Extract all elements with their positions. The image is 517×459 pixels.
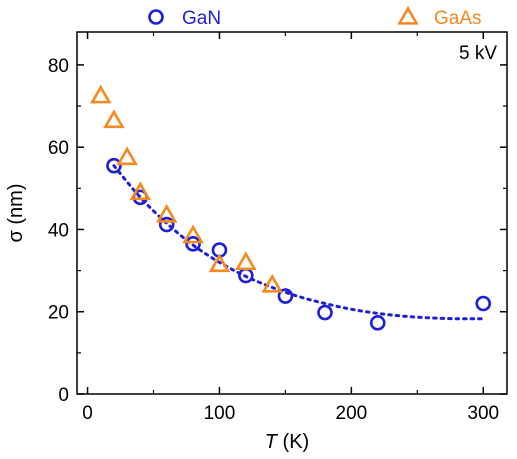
- voltage-annotation: 5 kV: [459, 43, 497, 64]
- gan-point: [371, 316, 384, 329]
- legend-label-gaas: GaAs: [434, 8, 482, 29]
- series-gan: [107, 159, 489, 329]
- y-tick-label: 20: [48, 303, 69, 324]
- data-marks: [92, 87, 490, 329]
- gaas-point: [105, 112, 122, 127]
- legend-label-gan: GaN: [182, 8, 221, 29]
- y-axis-label: σ (nm): [5, 183, 27, 242]
- x-axis-label-unit: (K): [277, 431, 309, 453]
- fit-curve-layer: [114, 166, 483, 319]
- series-gaas: [92, 87, 280, 291]
- fit-curve: [114, 166, 483, 319]
- gaas-point: [237, 254, 254, 269]
- x-tick-label: 300: [467, 403, 499, 424]
- gaas-point: [185, 227, 202, 242]
- x-tick-label: 200: [336, 403, 368, 424]
- y-tick-label: 80: [48, 56, 69, 77]
- gan-point: [160, 218, 173, 231]
- y-tick-label: 40: [48, 220, 69, 241]
- y-tick-label: 0: [58, 385, 69, 406]
- x-tick-label: 100: [204, 403, 236, 424]
- gan-point: [477, 297, 490, 310]
- legend-marker-gan: [150, 11, 163, 24]
- gaas-point: [92, 87, 109, 102]
- legend-marker-gaas: [400, 9, 417, 24]
- axis-ticks: 0 100 200 300 0 20 40 60 80: [48, 32, 507, 424]
- gan-point: [318, 306, 331, 319]
- legend: GaN GaAs: [150, 8, 482, 29]
- y-tick-label: 60: [48, 138, 69, 159]
- x-axis-label: T (K): [265, 431, 309, 453]
- gaas-point: [119, 149, 136, 164]
- plot-frame: [77, 32, 507, 394]
- x-tick-label: 0: [82, 403, 93, 424]
